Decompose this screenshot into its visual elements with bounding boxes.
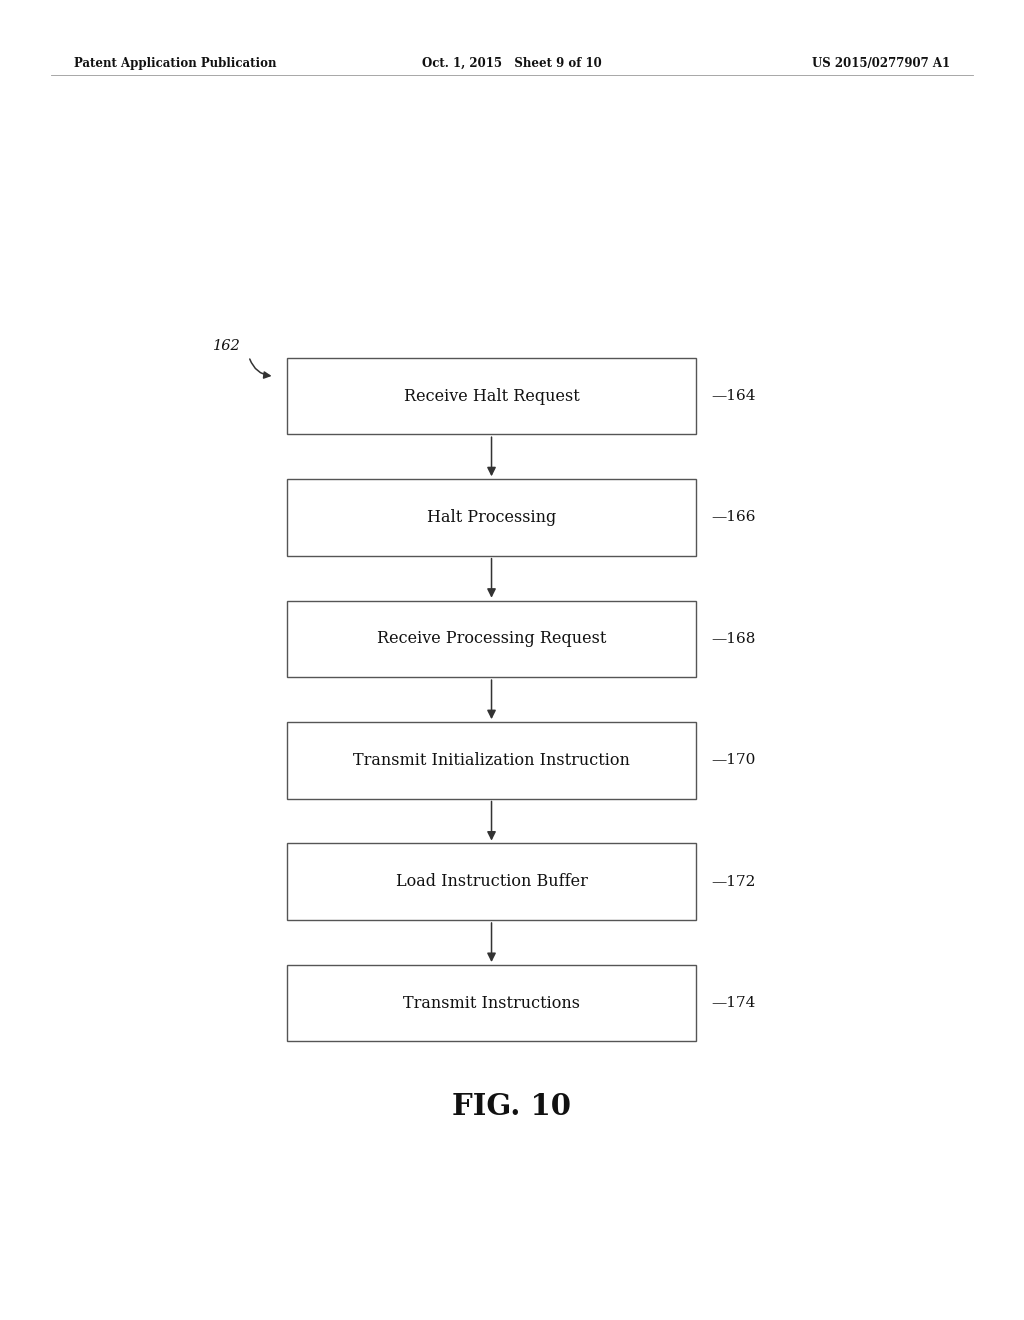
Text: Receive Processing Request: Receive Processing Request [377, 631, 606, 647]
Bar [287, 601, 696, 677]
Text: FIG. 10: FIG. 10 [453, 1092, 571, 1121]
Text: —170: —170 [712, 754, 756, 767]
Text: Load Instruction Buffer: Load Instruction Buffer [395, 874, 588, 890]
Text: Transmit Instructions: Transmit Instructions [403, 995, 580, 1011]
Bar [287, 843, 696, 920]
Text: US 2015/0277907 A1: US 2015/0277907 A1 [812, 57, 950, 70]
Text: Oct. 1, 2015   Sheet 9 of 10: Oct. 1, 2015 Sheet 9 of 10 [422, 57, 602, 70]
Bar [287, 722, 696, 799]
Text: Patent Application Publication: Patent Application Publication [74, 57, 276, 70]
Text: Receive Halt Request: Receive Halt Request [403, 388, 580, 404]
Text: —174: —174 [712, 997, 756, 1010]
Bar [287, 358, 696, 434]
Text: —166: —166 [712, 511, 756, 524]
Text: —164: —164 [712, 389, 756, 403]
Text: Halt Processing: Halt Processing [427, 510, 556, 525]
Text: 162: 162 [213, 339, 242, 352]
Bar [287, 965, 696, 1041]
Bar [287, 479, 696, 556]
Text: —168: —168 [712, 632, 756, 645]
Text: Transmit Initialization Instruction: Transmit Initialization Instruction [353, 752, 630, 768]
Text: —172: —172 [712, 875, 756, 888]
